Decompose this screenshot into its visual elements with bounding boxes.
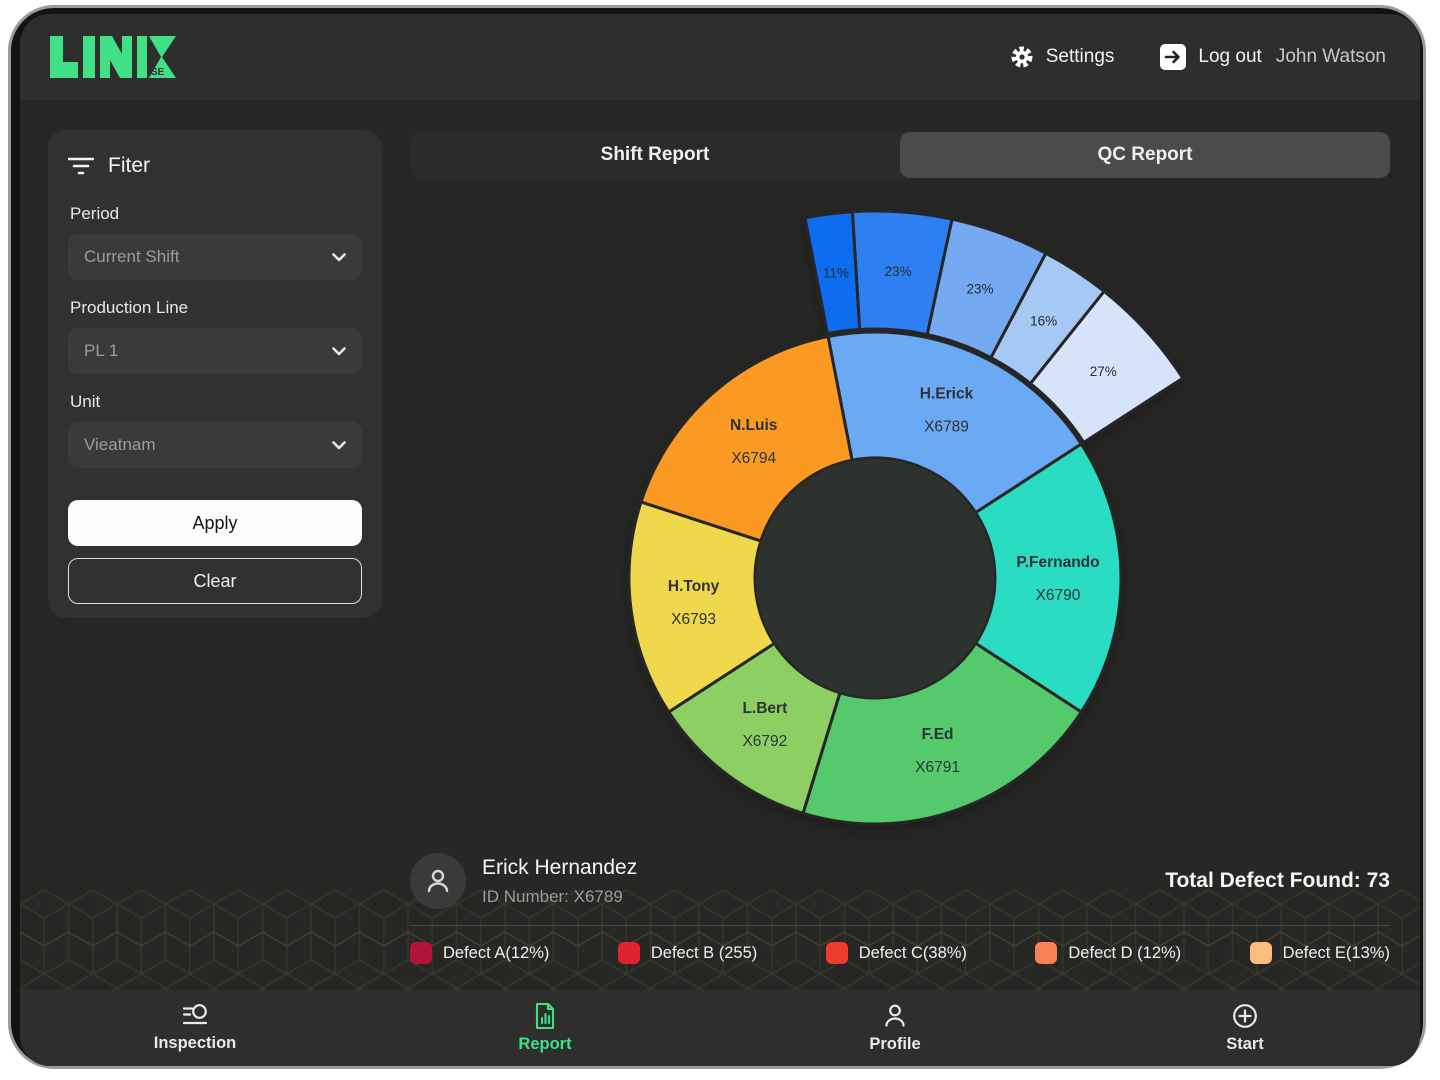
nav-item-inspection[interactable]: Inspection bbox=[20, 990, 370, 1066]
legend-swatch-icon bbox=[825, 942, 848, 964]
legend-label: Defect D (12%) bbox=[1068, 943, 1182, 962]
unit-label: Unit bbox=[70, 392, 101, 411]
nav-label-inspection: Inspection bbox=[153, 1034, 237, 1052]
fan-segment-4[interactable] bbox=[1028, 289, 1185, 444]
start-plus-icon bbox=[1233, 1004, 1257, 1028]
inspector-id-label: X6791 bbox=[915, 759, 960, 776]
inspector-id-label: X6794 bbox=[731, 450, 776, 467]
nav-item-report[interactable]: Report bbox=[370, 990, 720, 1066]
app-logo: SE bbox=[50, 36, 176, 78]
logout-icon bbox=[1160, 44, 1187, 70]
nav-item-start[interactable]: Start bbox=[1070, 990, 1420, 1066]
nav-label-report: Report bbox=[518, 1035, 572, 1053]
logout-label: Log out bbox=[1198, 46, 1262, 67]
inspector-name-label: H.Tony bbox=[668, 578, 720, 595]
inspector-summary: Erick Hernandez ID Number: X6789 Total D… bbox=[410, 848, 1390, 914]
apply-button[interactable]: Apply bbox=[68, 500, 362, 546]
inspector-name-label: L.Bert bbox=[742, 700, 787, 717]
inspector-id-label: X6789 bbox=[924, 419, 969, 436]
filter-icon bbox=[68, 157, 94, 175]
fan-segment-label: 23% bbox=[885, 264, 912, 279]
nav-item-profile[interactable]: Profile bbox=[720, 990, 1070, 1066]
ring-segment-H.Erick[interactable] bbox=[826, 330, 1083, 515]
legend-label: Defect C(38%) bbox=[858, 943, 967, 962]
production-line-label: Production Line bbox=[70, 298, 189, 317]
inspector-id: ID Number: X6789 bbox=[482, 886, 623, 906]
production-line-dropdown[interactable]: PL 1 bbox=[68, 328, 362, 374]
settings-button[interactable]: Settings bbox=[1010, 45, 1115, 69]
settings-label: Settings bbox=[1045, 46, 1115, 67]
period-value: Current Shift bbox=[84, 247, 180, 266]
legend-swatch-icon bbox=[617, 942, 640, 964]
total-defects: Total Defect Found: 73 bbox=[1165, 869, 1390, 892]
qc-sunburst-chart: 11% 23% 23% 16% 27% H.Erick X6789 P.Fernando X67… bbox=[410, 190, 1390, 850]
period-dropdown[interactable]: Current Shift bbox=[68, 234, 362, 280]
inspector-id-label: X6793 bbox=[671, 611, 716, 628]
ring-segment-N.Luis[interactable] bbox=[639, 335, 854, 543]
defect-legend: Defect A(12%) Defect B (255) Defect C(38%)… bbox=[410, 942, 1390, 964]
svg-text:SE: SE bbox=[151, 67, 165, 78]
fan-segment-label: 16% bbox=[1030, 313, 1057, 328]
user-name: John Watson bbox=[1275, 46, 1386, 67]
fan-segment-label: 23% bbox=[967, 281, 994, 296]
inspector-name-label: N.Luis bbox=[730, 417, 777, 434]
legend-swatch-icon bbox=[1249, 942, 1272, 964]
legend-label: Defect E(13%) bbox=[1282, 943, 1390, 962]
avatar bbox=[410, 853, 466, 909]
gear-icon bbox=[1011, 46, 1033, 68]
app-screen: SE Settings Log out bbox=[20, 14, 1420, 1066]
inspector-name-label: P.Fernando bbox=[1016, 554, 1099, 571]
tab-qc-report[interactable]: QC Report bbox=[900, 132, 1390, 178]
donut-center bbox=[756, 459, 994, 697]
legend-item-4: Defect E(13%) bbox=[1249, 942, 1390, 964]
legend-item-0: Defect A(12%) bbox=[410, 942, 549, 964]
chevron-down-icon bbox=[332, 346, 346, 355]
legend-label: Defect B (255) bbox=[650, 943, 758, 962]
production-line-value: PL 1 bbox=[84, 341, 119, 360]
nav-label-profile: Profile bbox=[869, 1035, 921, 1053]
clear-button[interactable]: Clear bbox=[68, 558, 362, 604]
inspector-id-label: X6790 bbox=[1036, 587, 1081, 604]
report-tabs: Shift Report QC Report bbox=[410, 132, 1390, 178]
chevron-down-icon bbox=[332, 440, 346, 449]
inspection-search-icon bbox=[182, 1004, 208, 1025]
hex-pattern-decoration bbox=[20, 890, 1420, 990]
ring-segment-P.Fernando[interactable] bbox=[974, 442, 1123, 714]
filter-title: Fiter bbox=[108, 154, 150, 177]
nav-label-start: Start bbox=[1226, 1035, 1264, 1053]
divider bbox=[410, 925, 1390, 926]
top-bar: SE Settings Log out bbox=[20, 14, 1420, 100]
inspector-id-label: X6792 bbox=[742, 733, 787, 750]
report-document-icon bbox=[535, 1002, 555, 1030]
logout-button[interactable]: Log out John Watson bbox=[1160, 44, 1386, 70]
period-label: Period bbox=[70, 204, 120, 223]
filter-panel: Fiter Period Current Shift Production Li… bbox=[48, 130, 382, 618]
ring-segment-H.Tony[interactable] bbox=[627, 500, 776, 714]
legend-item-1: Defect B (255) bbox=[617, 942, 758, 964]
link-logo-icon: SE bbox=[50, 36, 176, 78]
inspector-name-label: F.Ed bbox=[922, 726, 954, 743]
legend-item-3: Defect D (12%) bbox=[1035, 942, 1181, 964]
fan-segment-label: 11% bbox=[823, 265, 849, 280]
unit-value: Vieatnam bbox=[84, 435, 156, 454]
inspector-name: Erick Hernandez bbox=[482, 855, 638, 879]
inspector-name-label: H.Erick bbox=[920, 386, 974, 403]
ring-segment-F.Ed[interactable] bbox=[801, 641, 1083, 826]
legend-swatch-icon bbox=[1035, 942, 1058, 964]
legend-label: Defect A(12%) bbox=[443, 943, 550, 962]
legend-swatch-icon bbox=[410, 942, 432, 964]
bottom-nav: Inspection Report bbox=[20, 990, 1420, 1066]
person-icon bbox=[427, 869, 449, 893]
profile-person-icon bbox=[885, 1004, 905, 1027]
fan-segment-label: 27% bbox=[1090, 364, 1117, 379]
unit-dropdown[interactable]: Vieatnam bbox=[68, 422, 362, 468]
tab-shift-report[interactable]: Shift Report bbox=[600, 144, 710, 165]
legend-item-2: Defect C(38%) bbox=[825, 942, 967, 964]
chevron-down-icon bbox=[332, 252, 346, 261]
